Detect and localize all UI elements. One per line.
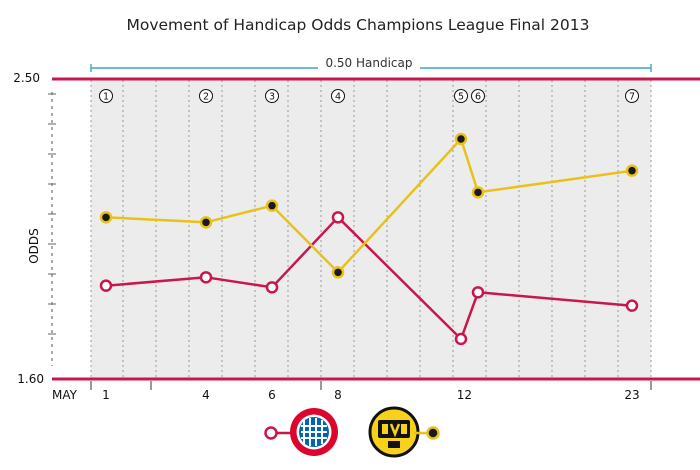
legend-yellow-marker — [426, 426, 440, 440]
event-marker-circle — [471, 89, 485, 103]
event-marker-1: 1 — [99, 89, 113, 103]
chart-subtitle: 0.50 Handicap — [325, 56, 412, 70]
event-marker-label: 7 — [629, 92, 635, 103]
fc-bayern-munchen-crest-icon — [290, 408, 338, 456]
event-marker-label: 5 — [458, 92, 464, 103]
series-0-point-1 — [199, 271, 213, 284]
series-1-point-2 — [265, 199, 279, 212]
series-0-point-5 — [471, 286, 485, 299]
x-tick-label-23: 23 — [624, 388, 639, 402]
legend-item-red — [264, 408, 338, 456]
series-0-point-6 — [625, 299, 639, 312]
x-tick-label-6: 6 — [268, 388, 276, 402]
y-tick-label-bottom: 1.60 — [17, 372, 44, 386]
subtitle-background — [318, 54, 420, 72]
series-1-point-4 — [454, 132, 468, 146]
event-marker-3: 3 — [265, 89, 279, 103]
plot-area — [91, 80, 651, 379]
event-marker-4: 4 — [331, 89, 345, 103]
event-marker-label: 4 — [335, 92, 341, 103]
event-marker-2: 2 — [199, 89, 213, 103]
series-0-point-3 — [331, 211, 345, 224]
handicap-bracket: 0.50 Handicap — [90, 54, 652, 72]
x-tick-label-1: 1 — [102, 388, 110, 402]
x-tick-label-8: 8 — [334, 388, 342, 402]
bvb-letter-b1 — [382, 424, 388, 434]
event-marker-circle — [99, 89, 113, 103]
y-axis-label: ODDS — [27, 228, 41, 264]
legend — [264, 406, 440, 458]
x-tick-label-12: 12 — [457, 388, 472, 402]
event-marker-circle — [199, 89, 213, 103]
chart-title: Movement of Handicap Odds Champions Leag… — [126, 16, 589, 34]
series-1-point-6 — [625, 164, 639, 177]
series-0-point-4 — [454, 332, 468, 346]
event-marker-label: 2 — [203, 92, 209, 103]
event-marker-label: 6 — [475, 92, 481, 103]
event-marker-circle — [454, 89, 468, 103]
legend-red-marker — [264, 426, 278, 440]
bvb-09-block — [388, 441, 400, 448]
x-axis-label: MAY — [52, 388, 78, 402]
bvb-letter-b2 — [401, 424, 407, 434]
event-marker-5: 5 — [454, 89, 468, 103]
series-1-point-0 — [99, 211, 113, 224]
event-marker-circle — [265, 89, 279, 103]
series-1-point-3 — [331, 266, 345, 279]
x-ticks: 1 4 6 8 12 23 — [90, 381, 652, 402]
event-marker-circle — [625, 89, 639, 103]
y-tick-label-top: 2.50 — [13, 71, 40, 85]
event-marker-7: 7 — [625, 89, 639, 103]
series-0 — [99, 211, 639, 346]
series-layer — [99, 132, 639, 346]
legend-item-yellow — [368, 406, 440, 458]
y-axis: 2.50 1.60 ODDS — [13, 71, 56, 386]
event-marker-circle — [331, 89, 345, 103]
bvb-09-crest-icon — [368, 406, 420, 458]
crest-diamonds — [301, 418, 327, 446]
series-0-point-2 — [265, 281, 279, 294]
y-minor-ticks — [48, 93, 56, 335]
x-axis: MAY 1 4 6 8 12 23 — [52, 381, 652, 402]
series-1-point-1 — [199, 216, 213, 229]
series-1-point-5 — [471, 186, 485, 199]
series-1 — [99, 132, 639, 279]
event-marker-label: 3 — [269, 92, 275, 103]
bvb-letter-v — [389, 423, 401, 438]
event-marker-label: 1 — [103, 92, 109, 103]
event-marker-6: 6 — [471, 89, 485, 103]
series-0-point-0 — [99, 279, 113, 292]
x-tick-label-4: 4 — [202, 388, 210, 402]
